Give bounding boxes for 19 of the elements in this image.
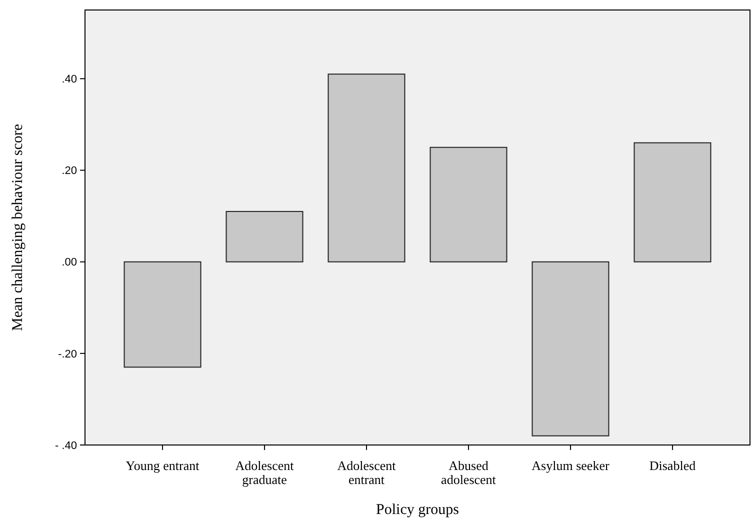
x-tick-label: Young entrant [126, 458, 200, 473]
y-tick-label: .40 [62, 74, 77, 86]
y-tick-label: .20 [62, 165, 77, 178]
bar [226, 210, 304, 262]
x-axis-title: Policy groups [376, 502, 460, 518]
bar [328, 74, 406, 262]
x-tick-label: Adolescent graduate [235, 458, 294, 487]
x-tick-label: Abused adolescent [441, 458, 496, 487]
y-tick-label: .00 [62, 256, 77, 269]
bar [124, 261, 202, 368]
x-tick-label: Asylum seeker [532, 458, 610, 473]
y-tick-label: - .40 [54, 440, 77, 452]
x-tick-label: Adolescent entrant [337, 458, 396, 487]
bar [430, 146, 508, 262]
bar [532, 261, 610, 436]
x-tick-label: Disabled [649, 458, 696, 473]
y-tick-label: -.20 [58, 348, 77, 360]
y-axis-title: Mean challenging behaviour score [10, 124, 26, 332]
bar [634, 142, 712, 262]
